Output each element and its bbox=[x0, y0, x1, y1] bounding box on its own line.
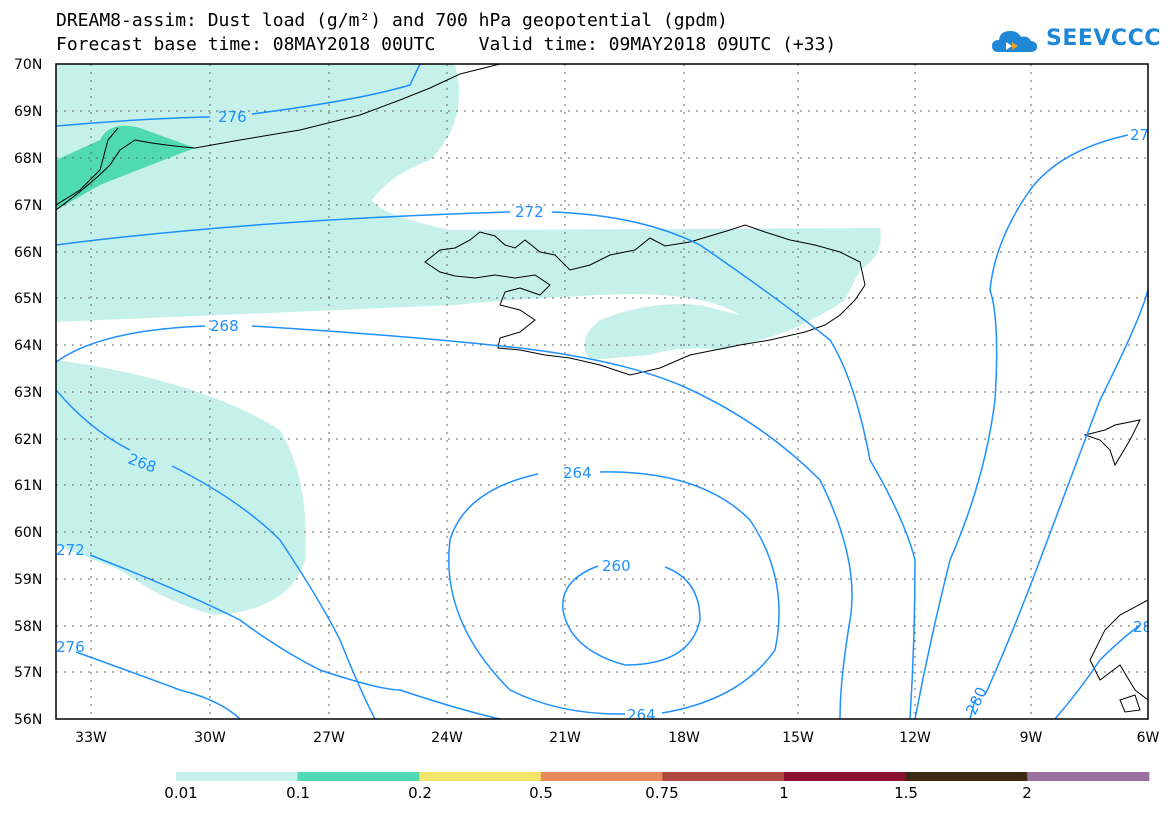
dust-area-greenland bbox=[56, 125, 195, 210]
map-title: DREAM8-assim: Dust load (g/m²) and 700 h… bbox=[56, 10, 728, 31]
map-subtitle: Forecast base time: 08MAY2018 00UTC Vali… bbox=[56, 34, 837, 55]
gridlines bbox=[56, 64, 1148, 719]
longitude-labels: 33W 30W 27W 24W 21W 18W 15W 12W 9W 6W bbox=[75, 730, 1159, 746]
colorbar-label: 0.1 bbox=[286, 784, 310, 802]
contour-276-sw bbox=[75, 651, 241, 719]
contour-268 bbox=[56, 325, 853, 719]
colorbar-swatch bbox=[905, 772, 1028, 781]
lat-label: 58N bbox=[14, 619, 42, 635]
contour-272 bbox=[56, 211, 916, 719]
colorbar-labels: 0.01 0.1 0.2 0.5 0.75 1 1.5 2 bbox=[164, 784, 1031, 802]
colorbar-label: 0.2 bbox=[408, 784, 432, 802]
contour-276-north bbox=[56, 64, 421, 127]
contour-268-west bbox=[56, 389, 376, 719]
colorbar-label: 0.75 bbox=[645, 784, 678, 802]
contour-280-b bbox=[969, 699, 976, 719]
contour-264 bbox=[448, 471, 780, 715]
colorbar-swatch bbox=[662, 772, 785, 781]
coastline bbox=[56, 64, 1148, 713]
geopotential-contours bbox=[56, 64, 1148, 719]
lat-label: 66N bbox=[14, 245, 42, 261]
contour-label: 280 bbox=[962, 684, 990, 718]
lat-label: 63N bbox=[14, 385, 42, 401]
colorbar-label: 0.01 bbox=[164, 784, 197, 802]
lon-label: 24W bbox=[431, 730, 463, 746]
contour-260 bbox=[562, 565, 701, 666]
logo-text: SEEVCCC bbox=[1046, 26, 1161, 51]
lon-label: 33W bbox=[75, 730, 107, 746]
lat-label: 60N bbox=[14, 525, 42, 541]
lat-label: 61N bbox=[14, 478, 42, 494]
latitude-labels: 70N 69N 68N 67N 66N 65N 64N 63N 62N 61N … bbox=[14, 57, 42, 728]
contour-label: 27 bbox=[1130, 126, 1149, 144]
lon-label: 21W bbox=[549, 730, 581, 746]
map-frame bbox=[55, 63, 1149, 720]
lat-label: 59N bbox=[14, 572, 42, 588]
lat-label: 57N bbox=[14, 665, 42, 681]
dust-area-north bbox=[56, 64, 881, 360]
lon-label: 6W bbox=[1137, 730, 1160, 746]
lon-label: 15W bbox=[782, 730, 814, 746]
contour-east-27 bbox=[914, 134, 1129, 719]
contour-label: 268 bbox=[210, 317, 239, 335]
contour-label: 276 bbox=[218, 108, 247, 126]
contour-label: 260 bbox=[602, 557, 631, 575]
lat-label: 56N bbox=[14, 712, 42, 728]
lon-label: 30W bbox=[194, 730, 226, 746]
contour-east-28 bbox=[1054, 624, 1141, 719]
colorbar-swatch bbox=[784, 772, 907, 781]
colorbar-label: 1 bbox=[779, 784, 789, 802]
lon-label: 18W bbox=[668, 730, 700, 746]
colorbar-swatch bbox=[176, 772, 299, 781]
colorbar-label: 0.5 bbox=[529, 784, 553, 802]
contour-272-sw bbox=[89, 554, 501, 719]
colorbar-swatch bbox=[540, 772, 663, 781]
lon-label: 27W bbox=[313, 730, 345, 746]
contour-label: 264 bbox=[627, 706, 656, 724]
colorbar-label: 1.5 bbox=[894, 784, 918, 802]
lat-label: 62N bbox=[14, 432, 42, 448]
contour-label: 276 bbox=[56, 638, 85, 656]
colorbar-swatch bbox=[1027, 772, 1150, 781]
colorbar-swatch bbox=[297, 772, 420, 781]
contour-280 bbox=[984, 289, 1148, 696]
lat-label: 69N bbox=[14, 104, 42, 120]
contour-label: 264 bbox=[563, 464, 592, 482]
cloud-icon bbox=[992, 31, 1038, 52]
dust-area-southwest bbox=[56, 360, 306, 615]
lat-label: 68N bbox=[14, 151, 42, 167]
colorbar bbox=[176, 772, 1150, 781]
lon-label: 12W bbox=[899, 730, 931, 746]
lat-label: 67N bbox=[14, 198, 42, 214]
contour-label: 272 bbox=[515, 203, 544, 221]
lat-label: 64N bbox=[14, 338, 42, 354]
colorbar-label: 2 bbox=[1022, 784, 1032, 802]
contour-label: 28 bbox=[1133, 618, 1152, 636]
lat-label: 70N bbox=[14, 57, 42, 73]
colorbar-swatch bbox=[419, 772, 542, 781]
lat-label: 65N bbox=[14, 291, 42, 307]
contour-label: 272 bbox=[56, 541, 85, 559]
lon-label: 9W bbox=[1020, 730, 1043, 746]
